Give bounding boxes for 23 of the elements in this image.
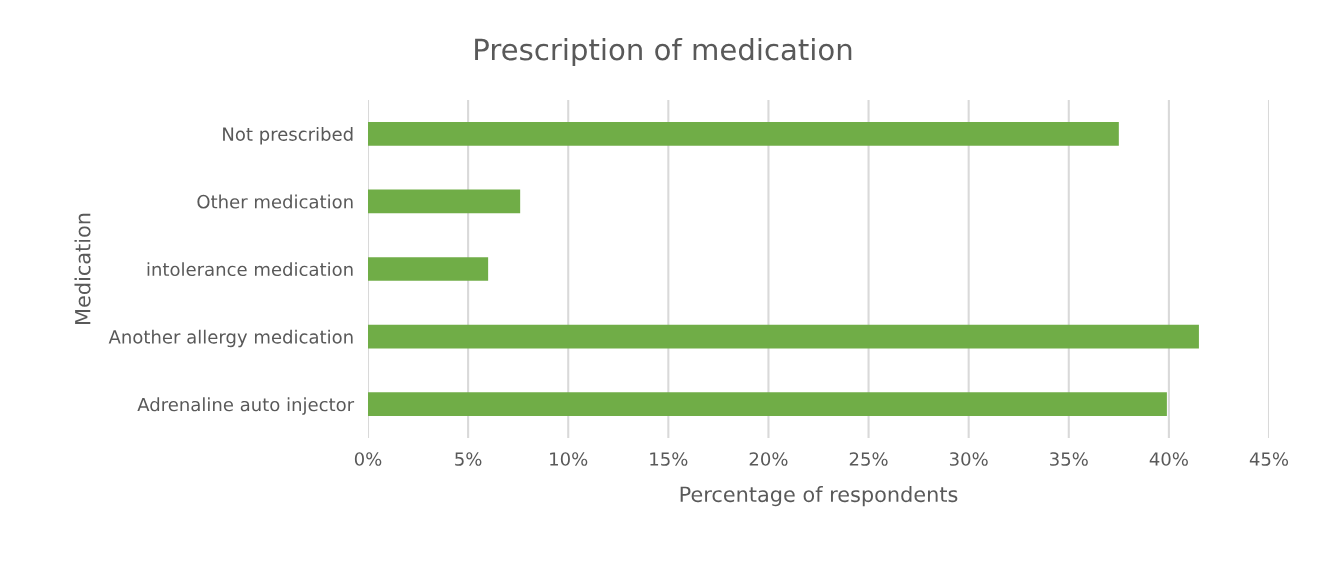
y-axis-title: Medication [74,213,91,324]
x-tick-label: 35% [1050,452,1088,466]
y-tick-label: Not prescribed [223,126,353,145]
bar [368,189,521,214]
x-tick-label: 40% [1149,452,1188,466]
x-tick-label: 20% [749,452,788,466]
x-tick-label: 10% [550,452,588,466]
x-tick-label: 15% [650,452,688,466]
bar [368,392,1167,417]
x-tick-label: 25% [849,452,888,466]
bar [368,324,1199,349]
y-tick-label: Other medication [197,194,353,209]
y-tick-label: intolerance medication [147,262,353,277]
x-tick-label: 30% [949,452,988,466]
chart-title: Prescription of medication [475,37,852,67]
x-tick-label: 45% [1249,452,1289,466]
bar [368,257,489,281]
bar [368,121,1119,146]
y-tick-label: Another allergy medication [108,329,353,348]
x-axis-title: Percentage of respondents [680,486,958,507]
x-tick-label: 0% [354,452,382,466]
y-tick-label: Adrenaline auto injector [137,397,355,415]
x-tick-label: 5% [455,452,482,466]
